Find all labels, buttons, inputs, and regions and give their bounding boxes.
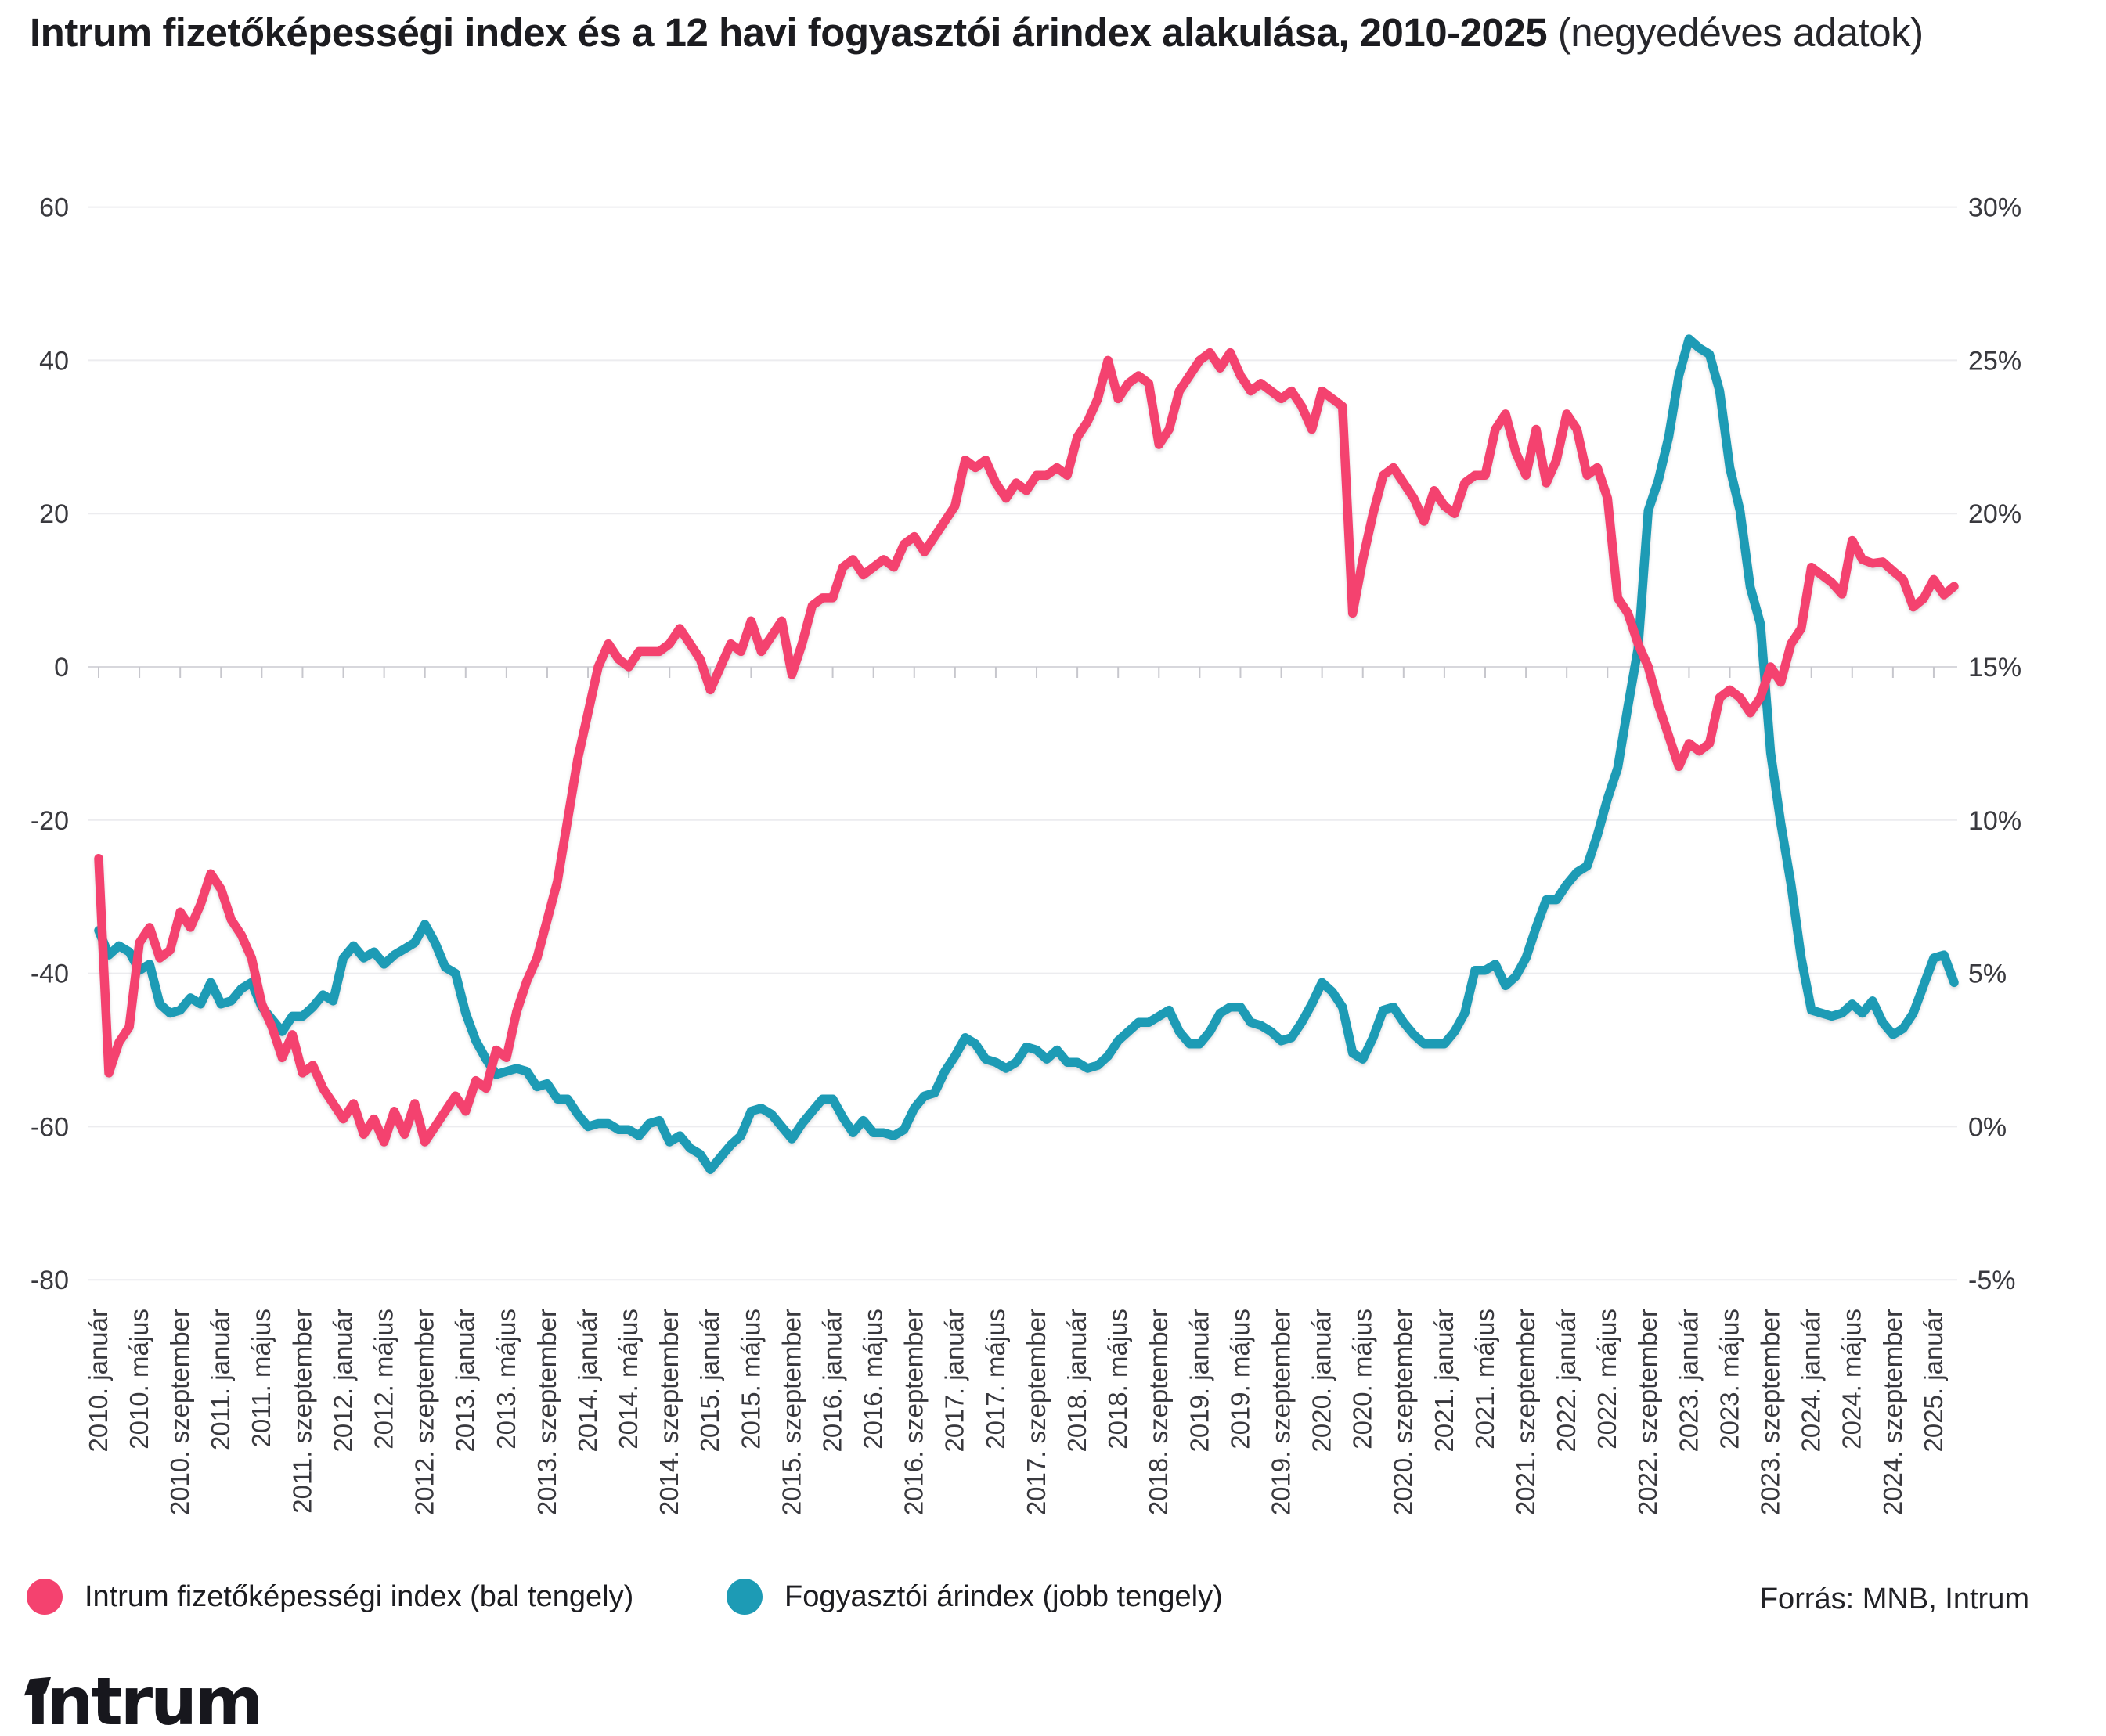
source-note: Forrás: MNB, Intrum — [1759, 1583, 2029, 1615]
svg-text:2023. január: 2023. január — [1674, 1309, 1703, 1452]
svg-text:0: 0 — [54, 653, 69, 683]
svg-text:2015. szeptember: 2015. szeptember — [777, 1309, 806, 1515]
page-title-sub: (negyedéves adatok) — [1557, 10, 1924, 55]
svg-text:2012. szeptember: 2012. szeptember — [410, 1309, 439, 1515]
svg-text:2021. május: 2021. május — [1470, 1309, 1499, 1450]
legend-label: Fogyasztói árindex (jobb tengely) — [784, 1579, 1223, 1613]
right-axis-labels: 30% 25% 20% 15% 10% 5% 0% -5% — [1968, 193, 2021, 1296]
svg-text:25%: 25% — [1968, 346, 2021, 376]
svg-text:40: 40 — [39, 346, 69, 376]
svg-text:2020. szeptember: 2020. szeptember — [1389, 1309, 1418, 1515]
svg-text:2015. május: 2015. május — [736, 1309, 765, 1450]
logo-text: ıntrum — [27, 1663, 264, 1736]
svg-text:2024. január: 2024. január — [1797, 1309, 1826, 1452]
svg-text:-80: -80 — [31, 1266, 69, 1295]
svg-text:2010. január: 2010. január — [84, 1309, 113, 1452]
svg-text:2012. május: 2012. május — [370, 1309, 398, 1450]
svg-text:2022. szeptember: 2022. szeptember — [1633, 1309, 1662, 1515]
svg-text:2012. január: 2012. január — [328, 1309, 357, 1452]
x-axis-ticks — [98, 667, 1935, 678]
svg-text:5%: 5% — [1968, 960, 2007, 989]
svg-text:2019. május: 2019. május — [1225, 1309, 1254, 1450]
svg-text:20: 20 — [39, 499, 69, 529]
svg-text:2018. január: 2018. január — [1062, 1309, 1091, 1452]
svg-text:-20: -20 — [31, 806, 69, 836]
svg-text:-60: -60 — [31, 1112, 69, 1142]
x-axis-labels: 2010. január 2010. május 2010. szeptember 2… — [84, 1309, 1948, 1515]
svg-text:2025. január: 2025. január — [1919, 1309, 1948, 1452]
svg-text:2024. május: 2024. május — [1837, 1309, 1866, 1450]
svg-text:2023. szeptember: 2023. szeptember — [1755, 1309, 1784, 1515]
series-line-cpi — [94, 334, 1959, 1174]
svg-text:2017. szeptember: 2017. szeptember — [1022, 1309, 1051, 1515]
page-title: Intrum fizetőképességi index és a 12 hav… — [30, 8, 1924, 58]
series-line-intrum-index — [94, 348, 1959, 1147]
svg-text:2020. január: 2020. január — [1307, 1309, 1336, 1452]
svg-text:2013. május: 2013. május — [492, 1309, 521, 1450]
legend-item-cpi: Fogyasztói árindex (jobb tengely) — [727, 1578, 1223, 1615]
svg-text:2014. május: 2014. május — [614, 1309, 643, 1450]
svg-text:2023. május: 2023. május — [1715, 1309, 1744, 1450]
svg-text:2019. január: 2019. január — [1185, 1309, 1213, 1452]
svg-text:2019. szeptember: 2019. szeptember — [1266, 1309, 1295, 1515]
legend-label: Intrum fizetőképességi index (bal tengel… — [85, 1579, 634, 1613]
svg-text:2014. január: 2014. január — [573, 1309, 602, 1452]
svg-text:2016. szeptember: 2016. szeptember — [900, 1309, 929, 1515]
svg-text:2021. szeptember: 2021. szeptember — [1511, 1309, 1540, 1515]
svg-text:2017. május: 2017. május — [981, 1309, 1010, 1450]
svg-text:2013. szeptember: 2013. szeptember — [532, 1309, 561, 1515]
page-title-main: Intrum fizetőképességi index és a 12 hav… — [30, 10, 1548, 55]
svg-text:2017. január: 2017. január — [940, 1309, 969, 1452]
svg-text:-40: -40 — [31, 960, 69, 989]
svg-text:2013. január: 2013. január — [451, 1309, 480, 1452]
svg-text:2024. szeptember: 2024. szeptember — [1878, 1309, 1907, 1515]
svg-text:60: 60 — [39, 193, 69, 223]
svg-text:2016. január: 2016. január — [817, 1309, 846, 1452]
svg-text:0%: 0% — [1968, 1112, 2007, 1142]
intrum-logo: ıntrum — [23, 1669, 264, 1734]
svg-text:2022. január: 2022. január — [1552, 1309, 1581, 1452]
svg-text:2018. május: 2018. május — [1103, 1309, 1132, 1450]
svg-text:2020. május: 2020. május — [1348, 1309, 1377, 1450]
svg-text:2010. május: 2010. május — [124, 1309, 153, 1450]
svg-text:2011. január: 2011. január — [206, 1309, 235, 1450]
svg-text:15%: 15% — [1968, 653, 2021, 683]
svg-text:2014. szeptember: 2014. szeptember — [655, 1309, 683, 1515]
svg-text:10%: 10% — [1968, 806, 2021, 836]
svg-text:2021. január: 2021. január — [1430, 1309, 1459, 1452]
svg-text:2011. szeptember: 2011. szeptember — [287, 1309, 316, 1514]
svg-text:2018. szeptember: 2018. szeptember — [1144, 1309, 1173, 1515]
svg-text:2016. május: 2016. május — [859, 1309, 888, 1450]
legend-dot-teal — [727, 1579, 763, 1615]
legend-item-intrum-index: Intrum fizetőképességi index (bal tengel… — [27, 1578, 633, 1615]
legend-dot-pink — [27, 1579, 63, 1615]
left-axis-labels: 60 40 20 0 -20 -40 -60 -80 — [31, 193, 69, 1296]
svg-text:2011. május: 2011. május — [247, 1309, 276, 1447]
svg-text:-5%: -5% — [1968, 1266, 2015, 1295]
svg-text:2022. május: 2022. május — [1592, 1309, 1621, 1450]
svg-text:2015. január: 2015. január — [695, 1309, 724, 1452]
svg-text:30%: 30% — [1968, 193, 2021, 223]
svg-text:20%: 20% — [1968, 499, 2021, 529]
svg-text:2010. szeptember: 2010. szeptember — [165, 1309, 194, 1515]
